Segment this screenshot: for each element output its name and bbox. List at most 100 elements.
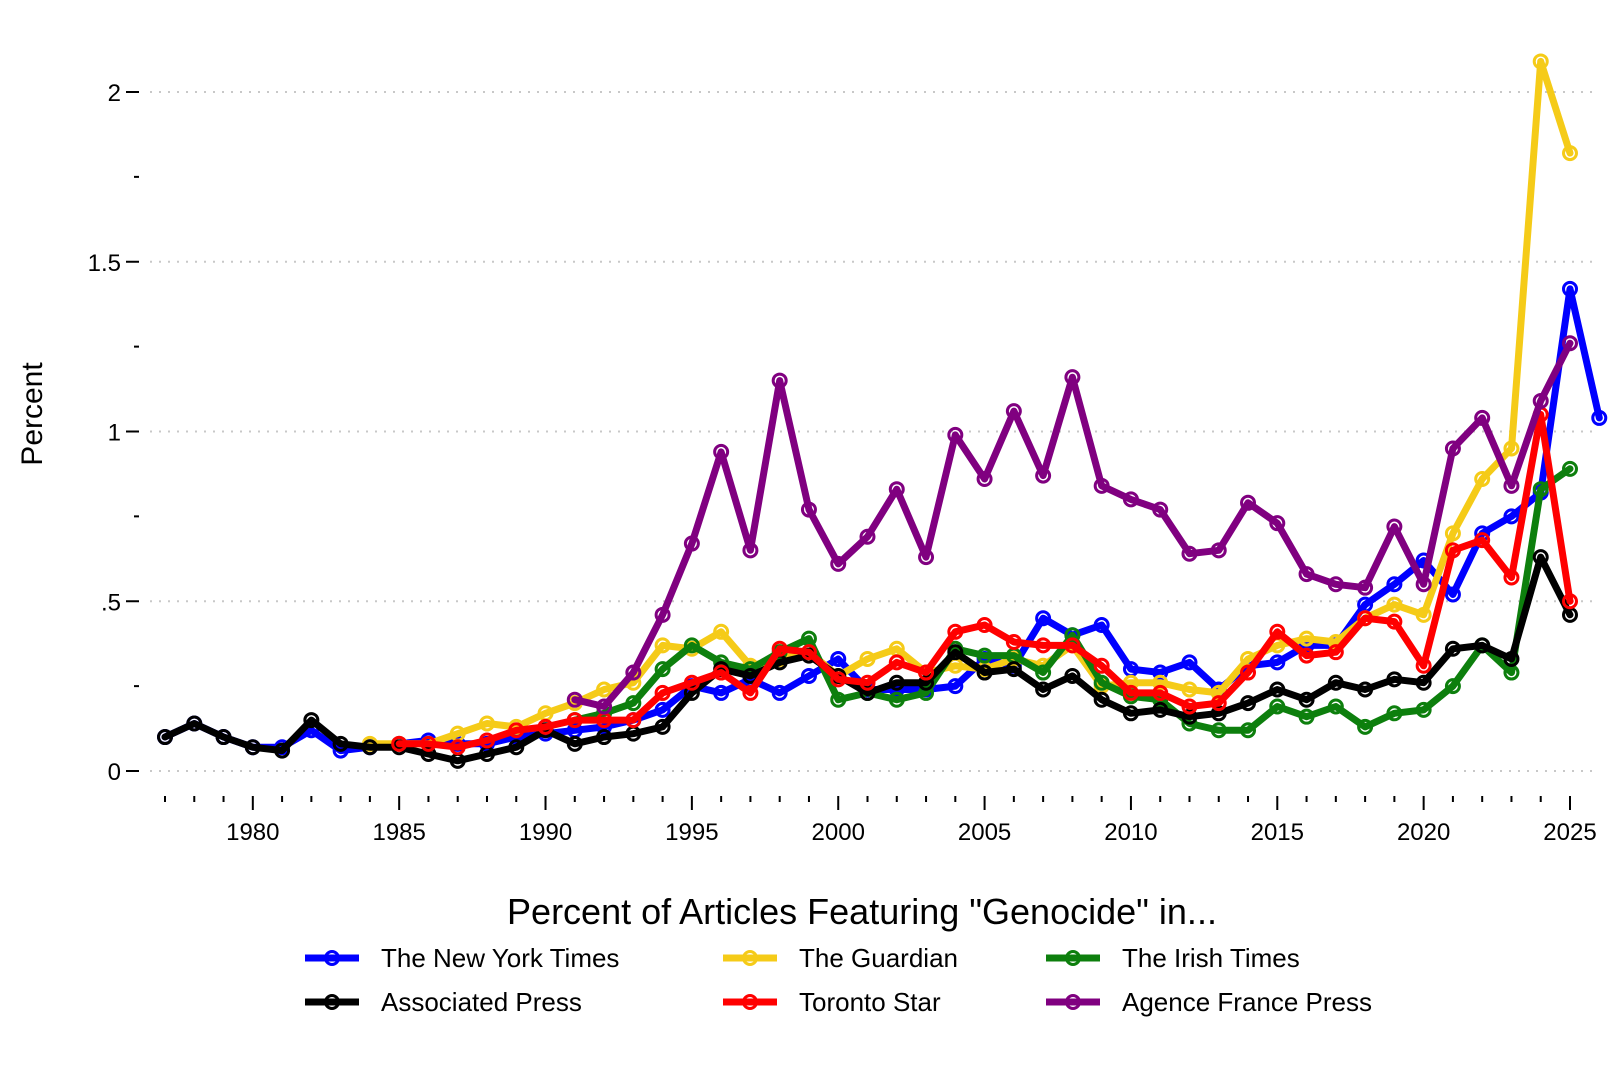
data-point bbox=[1444, 678, 1461, 695]
data-point bbox=[1093, 691, 1110, 708]
legend-label: The Guardian bbox=[799, 943, 958, 973]
legend-title: Percent of Articles Featuring "Genocide"… bbox=[507, 891, 1217, 932]
data-point bbox=[713, 443, 730, 460]
data-point bbox=[1532, 392, 1549, 409]
data-point bbox=[859, 674, 876, 691]
data-point bbox=[1474, 637, 1491, 654]
legend-label: Agence France Press bbox=[1122, 987, 1372, 1017]
data-point bbox=[683, 684, 700, 701]
data-point bbox=[537, 718, 554, 735]
data-point bbox=[1415, 701, 1432, 718]
x-tick-label: 2020 bbox=[1397, 819, 1450, 846]
data-point bbox=[742, 667, 759, 684]
data-point bbox=[1035, 467, 1052, 484]
data-point bbox=[566, 691, 583, 708]
data-point bbox=[625, 712, 642, 729]
legend-swatch-marker bbox=[1065, 994, 1081, 1010]
data-point bbox=[771, 372, 788, 389]
data-point bbox=[1474, 471, 1491, 488]
data-point bbox=[947, 426, 964, 443]
data-point bbox=[1093, 674, 1110, 691]
data-point bbox=[566, 712, 583, 729]
data-point bbox=[918, 674, 935, 691]
data-point bbox=[888, 691, 905, 708]
data-point bbox=[1357, 579, 1374, 596]
legend-swatch-marker bbox=[1065, 950, 1081, 966]
data-point bbox=[830, 671, 847, 688]
data-point bbox=[508, 722, 525, 739]
series-lines bbox=[157, 53, 1608, 769]
data-point bbox=[1210, 695, 1227, 712]
data-point bbox=[1532, 549, 1549, 566]
y-tick-label: 0 bbox=[108, 759, 121, 786]
data-point bbox=[976, 664, 993, 681]
data-point bbox=[1357, 718, 1374, 735]
x-tick-label: 1980 bbox=[226, 819, 279, 846]
data-point bbox=[1152, 701, 1169, 718]
data-point bbox=[1269, 623, 1286, 640]
data-point bbox=[742, 684, 759, 701]
legend-item: Associated Press bbox=[305, 987, 582, 1017]
data-point bbox=[683, 535, 700, 552]
data-point bbox=[1181, 545, 1198, 562]
data-point bbox=[1562, 593, 1578, 610]
data-point bbox=[1503, 569, 1520, 586]
data-point bbox=[1562, 335, 1578, 352]
legend-item: Toronto Star bbox=[723, 987, 941, 1017]
data-point bbox=[244, 739, 261, 756]
data-point bbox=[1503, 440, 1520, 457]
legend-item: The New York Times bbox=[305, 943, 619, 973]
data-point bbox=[625, 695, 642, 712]
data-point bbox=[683, 674, 700, 691]
series-line bbox=[395, 411, 1574, 751]
legend-swatch-marker bbox=[324, 950, 340, 966]
data-point bbox=[361, 739, 378, 756]
data-point bbox=[1093, 477, 1110, 494]
data-point bbox=[566, 735, 583, 752]
data-point bbox=[918, 684, 935, 701]
data-point bbox=[771, 684, 788, 701]
series-line bbox=[366, 57, 1574, 748]
data-point bbox=[1415, 576, 1432, 593]
data-point bbox=[420, 735, 437, 752]
data-point bbox=[391, 735, 408, 752]
data-point bbox=[1181, 654, 1198, 671]
data-point bbox=[1474, 532, 1491, 549]
data-point bbox=[1064, 637, 1081, 654]
legend-label: The New York Times bbox=[381, 943, 619, 973]
data-point bbox=[1093, 657, 1110, 674]
data-point bbox=[215, 729, 232, 746]
y-tick-label: 2 bbox=[108, 80, 121, 107]
data-point bbox=[186, 715, 203, 732]
legend-swatch-marker bbox=[742, 950, 758, 966]
data-point bbox=[800, 501, 817, 518]
data-point bbox=[888, 674, 905, 691]
data-point bbox=[1532, 53, 1549, 70]
data-point bbox=[508, 739, 525, 756]
x-tick-label: 2000 bbox=[812, 819, 865, 846]
data-point bbox=[1181, 681, 1198, 698]
data-point bbox=[1240, 695, 1257, 712]
data-point bbox=[1005, 633, 1022, 650]
data-point bbox=[1181, 708, 1198, 725]
data-point bbox=[1152, 664, 1169, 681]
data-point bbox=[1122, 491, 1139, 508]
data-point bbox=[332, 735, 349, 752]
data-point bbox=[830, 650, 847, 667]
data-point bbox=[1240, 494, 1257, 511]
legend: The New York Times The Guardian The Irish … bbox=[305, 943, 1372, 1017]
axes: 0 .5 1 1.5 2 1980 1985 1990 1995 2000 2005 2010 2015… bbox=[88, 80, 1597, 846]
data-point bbox=[1415, 657, 1432, 674]
data-point bbox=[1122, 705, 1139, 722]
legend-label: The Irish Times bbox=[1122, 943, 1300, 973]
data-point bbox=[1386, 671, 1403, 688]
series-the-guardian bbox=[361, 53, 1578, 752]
x-tick-label: 1985 bbox=[372, 819, 425, 846]
data-point bbox=[1152, 501, 1169, 518]
series-line bbox=[571, 339, 1574, 710]
data-point bbox=[1503, 477, 1520, 494]
data-point bbox=[654, 684, 671, 701]
data-point bbox=[1210, 705, 1227, 722]
x-tick-label: 2005 bbox=[958, 819, 1011, 846]
x-tick-label: 1990 bbox=[519, 819, 572, 846]
